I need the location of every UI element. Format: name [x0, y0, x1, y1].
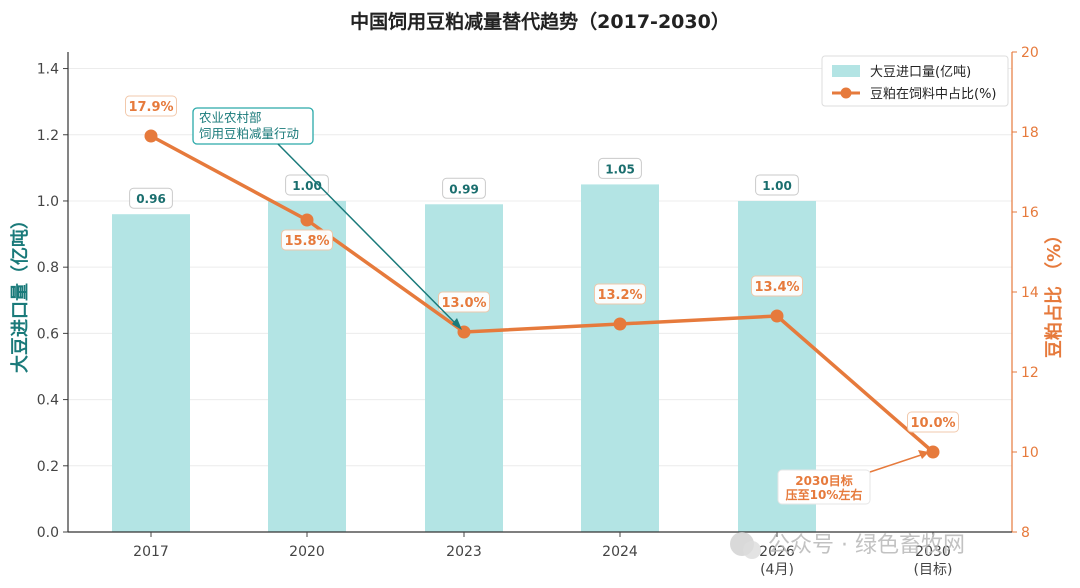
- annotation-1-line-1: 农业农村部: [199, 110, 262, 125]
- line-label-2026-box: [751, 275, 803, 297]
- annotation-2-box: [777, 469, 871, 505]
- line-point-2024: [613, 317, 627, 331]
- line-path: [150, 134, 935, 454]
- line-label-2017: 17.9%: [128, 100, 173, 115]
- line-label-2026: 13.4%: [754, 280, 799, 295]
- y-right-label: 豆粕占比 （%）: [1043, 226, 1065, 358]
- y-left-tick-label: 0.6: [37, 326, 59, 342]
- y-right-tick-label: 16: [1021, 205, 1039, 221]
- axes: 0.00.20.40.60.81.01.21.48101214161820201…: [9, 45, 1065, 578]
- annotation-2-line-1: 2030目标: [795, 473, 852, 488]
- bar-2020: [268, 200, 346, 532]
- data-labels: 0.96 1.00 0.99 1.05 1.00 17.9% 15.8% 13.0% 13.2%…: [125, 95, 959, 433]
- y-left-tick-label: 0.4: [37, 393, 59, 409]
- line-label-2023: 13.0%: [441, 296, 486, 311]
- y-right-tick-label: 8: [1021, 525, 1030, 541]
- x-tick-sublabel: (4月): [760, 562, 794, 578]
- line-label-2020-box: [281, 229, 333, 251]
- line-label-2030-box: [907, 411, 959, 433]
- annotation-2-arrowhead: [918, 450, 929, 459]
- y-left-tick-label: 0.2: [37, 459, 59, 475]
- bar-series: [112, 184, 816, 532]
- annotation-2-line-2: 压至10%左右: [786, 487, 863, 502]
- y-right-tick-label: 20: [1021, 45, 1039, 61]
- y-right-tick-label: 18: [1021, 125, 1039, 141]
- y-left-tick-label: 1.2: [37, 128, 59, 144]
- bar-label-2024: 1.05: [605, 162, 635, 176]
- legend-line-marker: [840, 87, 852, 99]
- y-left-label: 大豆进口量（亿吨）: [9, 211, 31, 373]
- legend-bar-swatch: [832, 65, 860, 77]
- y-left-tick-label: 0.8: [37, 260, 59, 276]
- x-tick-label: 2023: [446, 544, 482, 560]
- x-tick-label: 2024: [602, 544, 638, 560]
- bar-label-2024-box: [598, 157, 642, 179]
- line-series: [144, 129, 940, 459]
- x-tick-label: 2017: [133, 544, 169, 560]
- line-label-2024-box: [594, 283, 646, 305]
- annotation-1-arrow: [277, 143, 461, 329]
- bar-label-2026-box: [755, 174, 799, 196]
- y-right-tick-label: 12: [1021, 365, 1039, 381]
- x-tick-label: 2026: [759, 544, 795, 560]
- y-left-tick-label: 0.0: [37, 525, 59, 541]
- wechat-icon-bubble: [743, 541, 761, 559]
- x-tick-label: 2030: [915, 544, 951, 560]
- line-point-2026: [770, 309, 784, 323]
- bar-label-2017-box: [129, 187, 173, 209]
- watermark: 公众号 · 绿色畜牧网: [730, 532, 965, 559]
- bar-label-2023-box: [442, 177, 486, 199]
- line-label-2023-box: [438, 291, 490, 313]
- bar-2024: [581, 184, 659, 532]
- x-tick-sublabel: (目标): [914, 562, 953, 578]
- y-right-tick-label: 10: [1021, 445, 1039, 461]
- bar-label-2023: 0.99: [449, 182, 479, 196]
- x-tick-label: 2020: [289, 544, 325, 560]
- y-left-tick-label: 1.0: [37, 194, 59, 210]
- watermark-text: 公众号 · 绿色畜牧网: [768, 533, 965, 558]
- line-label-2020: 15.8%: [284, 234, 329, 249]
- line-label-2017-box: [125, 95, 177, 117]
- bar-2017: [112, 214, 190, 532]
- bar-label-2017: 0.96: [136, 192, 166, 206]
- line-point-2030: [926, 445, 940, 459]
- line-point-2017: [144, 129, 158, 143]
- bar-label-2020-box: [285, 174, 329, 196]
- legend-bar-label: 大豆进口量(亿吨): [870, 65, 971, 80]
- annotation-1-arrowhead: [452, 318, 462, 330]
- legend-box: [821, 55, 1009, 107]
- line-label-2030: 10.0%: [910, 416, 955, 431]
- line-label-2024: 13.2%: [597, 288, 642, 303]
- bar-2023: [425, 204, 503, 532]
- chart-title: 中国饲用豆粕减量替代趋势（2017-2030）: [350, 10, 730, 33]
- bar-label-2026: 1.00: [762, 179, 792, 193]
- annotation-1-box: [192, 107, 314, 145]
- annotation-2-arrow: [869, 452, 928, 473]
- bar-label-2020: 1.00: [292, 179, 322, 193]
- annotation-1-line-2: 饲用豆粕减量行动: [199, 126, 299, 141]
- legend: 大豆进口量(亿吨) 豆粕在饲料中占比(%): [821, 55, 1009, 107]
- y-left-tick-label: 1.4: [37, 62, 59, 78]
- legend-line-label: 豆粕在饲料中占比(%): [870, 87, 997, 102]
- line-point-2020: [300, 213, 314, 227]
- y-right-tick-label: 14: [1021, 285, 1039, 301]
